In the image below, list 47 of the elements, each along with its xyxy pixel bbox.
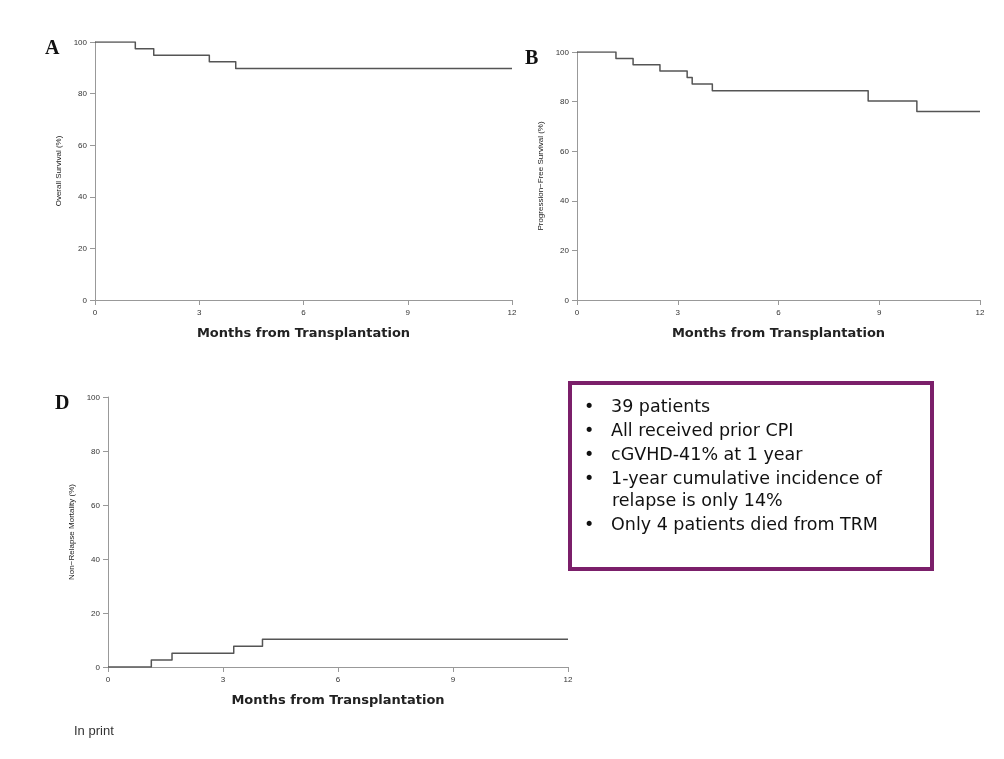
- y-axis-title: Non−Relapse Mortality (%): [67, 483, 77, 580]
- y-tick-label: 20: [91, 608, 101, 618]
- y-axis-title: Overall Survival (%): [54, 135, 64, 207]
- text: • 1-year cumulative incidence of relapse is only 14%: [584, 467, 884, 511]
- y-tick-label: 60: [560, 146, 570, 156]
- y-tick-label: 100: [86, 392, 101, 402]
- y-tick-label: 60: [91, 500, 101, 510]
- y-tick-label: 60: [78, 140, 88, 150]
- chart-title: D: [55, 391, 70, 413]
- y-axis-title: Progression−Free Survival (%): [536, 121, 546, 231]
- y-tick-label: 100: [73, 37, 88, 47]
- x-axis-title: Months from Transplantation: [231, 692, 445, 707]
- x-tick-label: 6: [301, 307, 307, 317]
- text: • Only 4 patients died from TRM: [584, 513, 879, 535]
- x-tick-label: 12: [507, 307, 517, 317]
- x-tick-label: 12: [975, 307, 985, 317]
- x-tick-label: 9: [877, 307, 883, 317]
- y-tick-label: 40: [91, 554, 101, 564]
- y-tick-label: 0: [82, 295, 88, 305]
- y-tick-label: 80: [78, 89, 88, 99]
- y-tick-label: 100: [555, 47, 570, 57]
- x-tick-label: 6: [776, 307, 782, 317]
- x-tick-label: 9: [405, 307, 411, 317]
- y-tick-label: 0: [564, 295, 570, 305]
- text: • 39 patients: [584, 395, 712, 417]
- x-tick-label: 3: [197, 307, 203, 317]
- x-tick-label: 12: [563, 674, 573, 684]
- x-tick-label: 6: [335, 674, 341, 684]
- text: In print: [74, 723, 114, 738]
- x-tick-label: 0: [105, 674, 111, 684]
- chart-title: B: [525, 46, 539, 68]
- x-tick-label: 3: [220, 674, 226, 684]
- y-tick-label: 80: [91, 446, 101, 456]
- chart-title: A: [45, 36, 60, 58]
- text: • All received prior CPI: [584, 419, 795, 441]
- y-tick-label: 40: [560, 196, 570, 206]
- y-tick-label: 0: [95, 662, 101, 672]
- y-tick-label: 20: [560, 245, 570, 255]
- x-tick-label: 0: [574, 307, 580, 317]
- text: • cGVHD-41% at 1 year: [584, 443, 804, 465]
- y-tick-label: 20: [78, 243, 88, 253]
- x-axis-title: Months from Transplantation: [671, 325, 886, 340]
- x-tick-label: 9: [450, 674, 456, 684]
- x-tick-label: 3: [675, 307, 681, 317]
- x-axis-title: Months from Transplantation: [196, 325, 411, 340]
- y-tick-label: 80: [560, 97, 570, 107]
- y-tick-label: 40: [78, 192, 88, 202]
